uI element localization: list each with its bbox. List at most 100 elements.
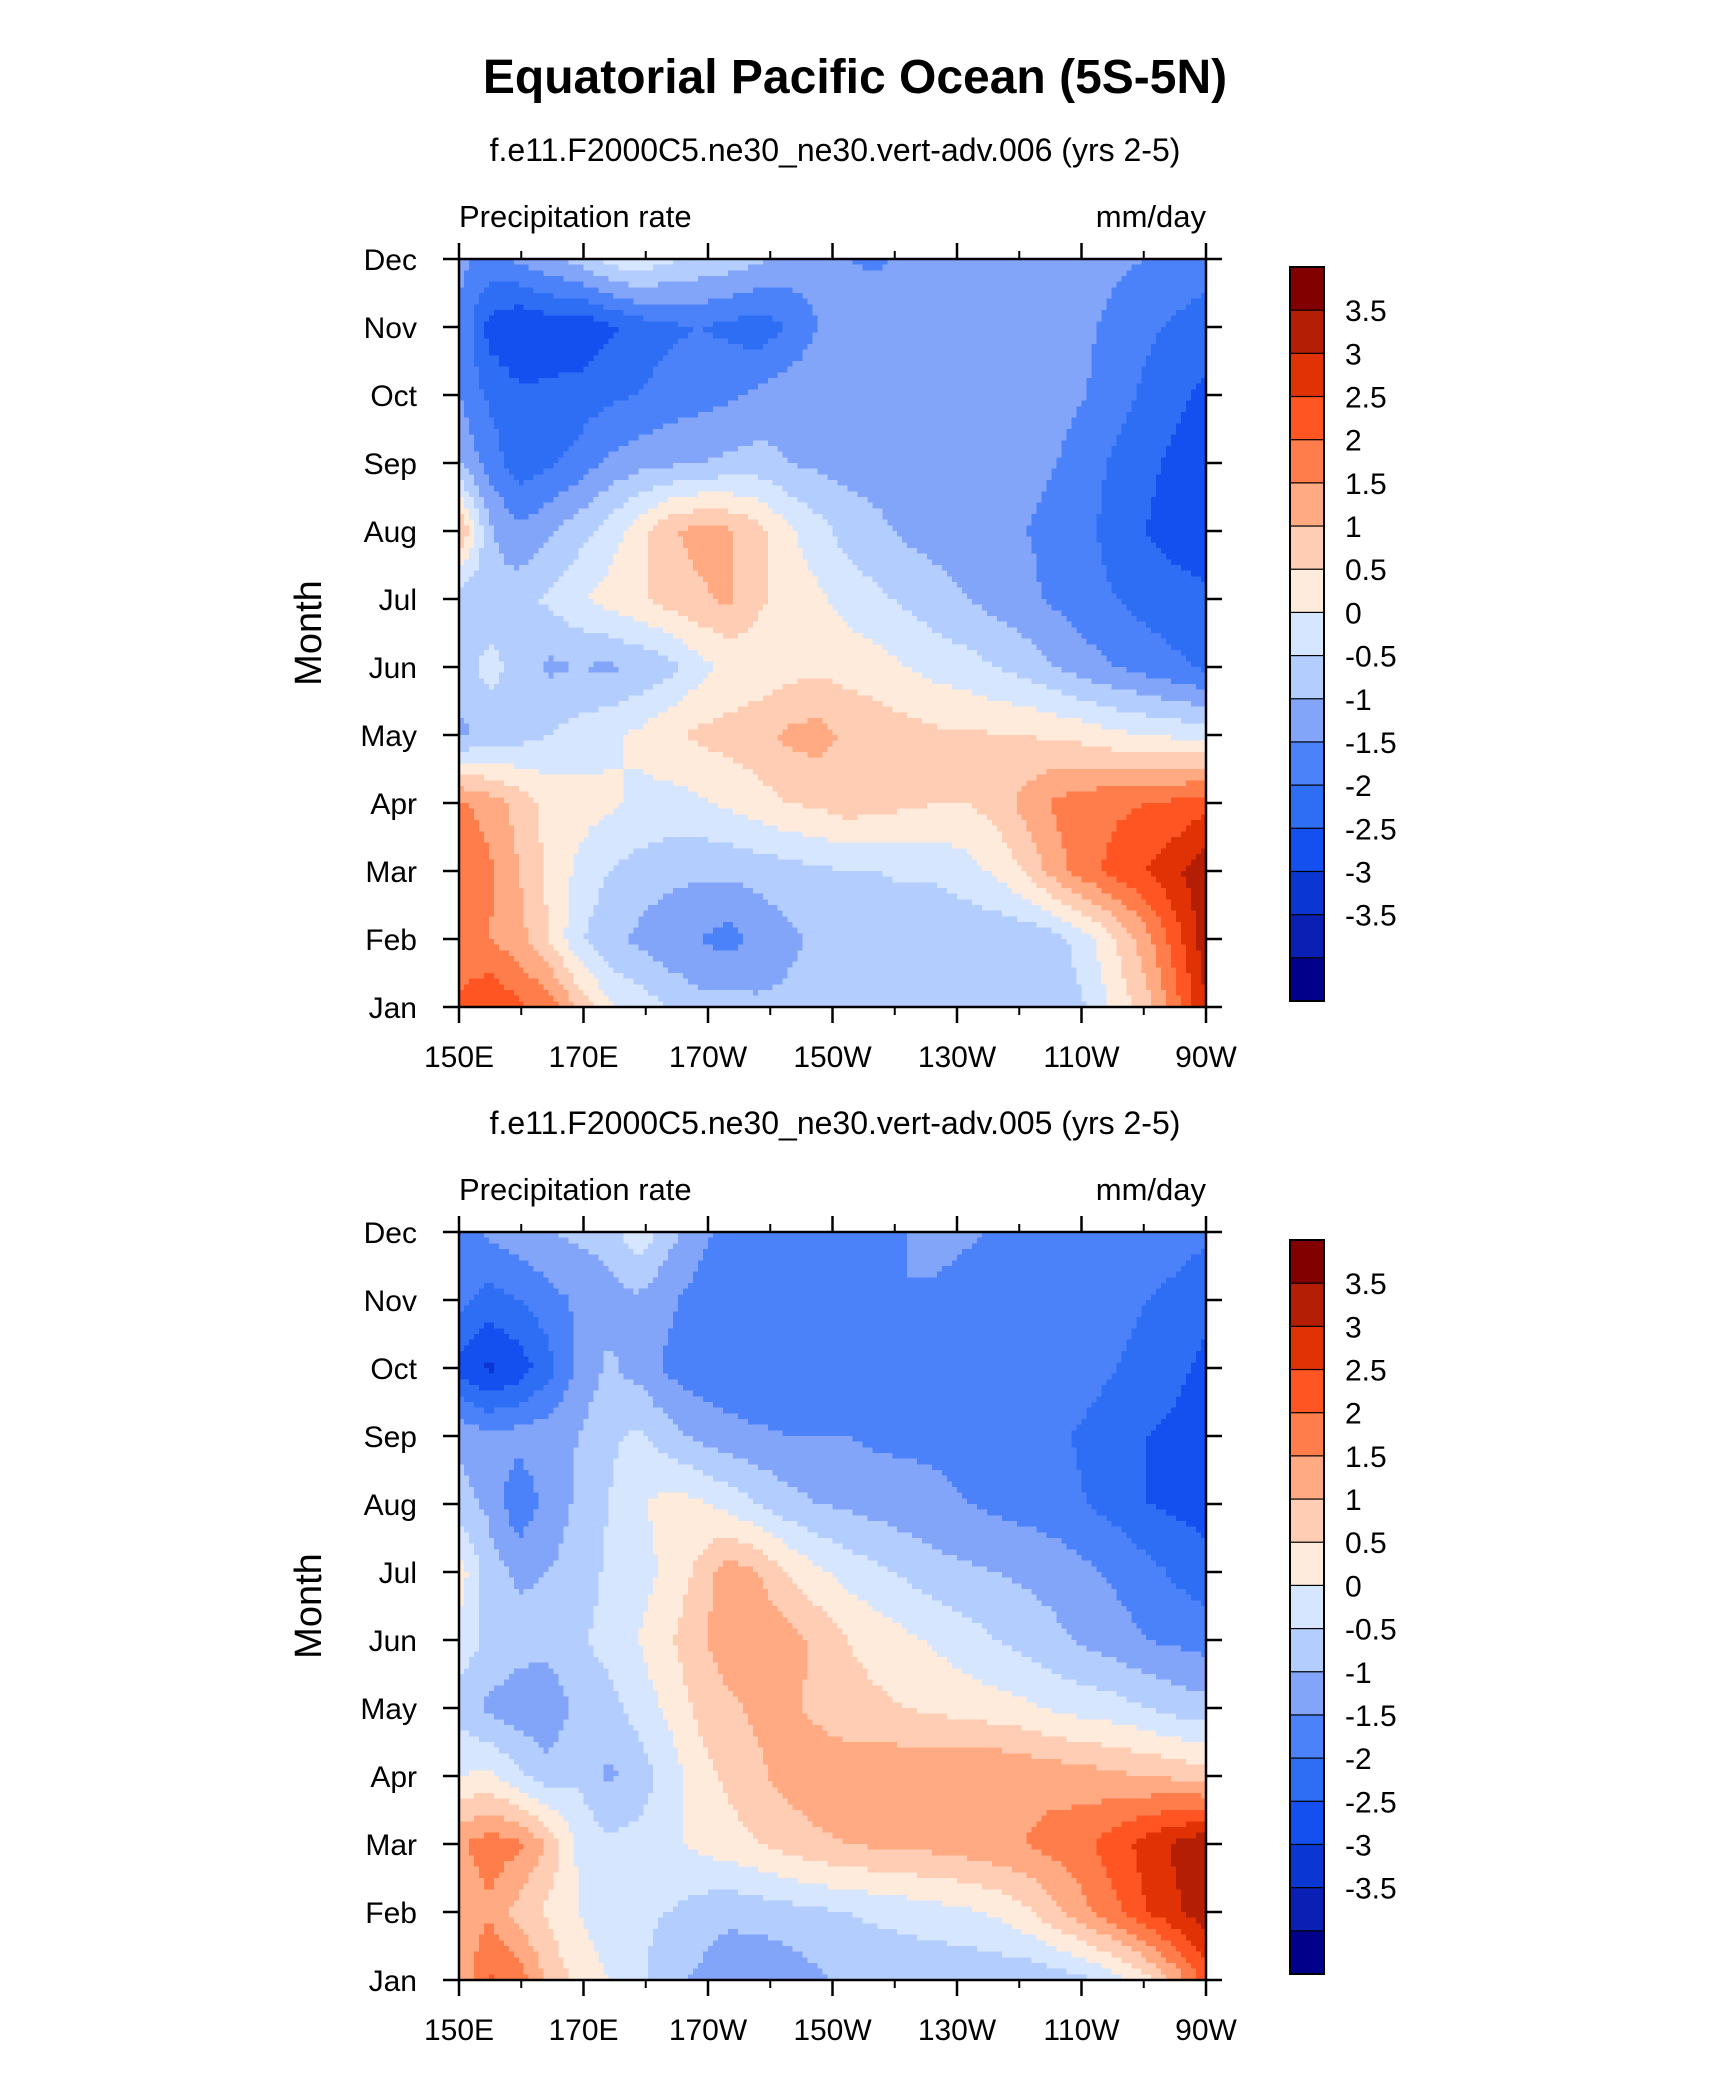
heat-cell <box>952 316 958 322</box>
heat-cell <box>648 372 654 378</box>
heat-cell <box>1052 338 1058 344</box>
heat-cell <box>1082 321 1088 327</box>
heat-cell <box>1002 333 1008 339</box>
heat-cell <box>768 418 774 424</box>
heat-cell <box>574 446 580 452</box>
heat-cell <box>653 350 659 356</box>
heat-cell <box>743 327 749 333</box>
heat-cell <box>852 338 858 344</box>
heat-cell <box>887 327 893 333</box>
heat-cell <box>823 389 829 395</box>
heat-cell <box>693 361 699 367</box>
heat-cell <box>912 316 918 322</box>
heat-cell <box>922 418 928 424</box>
heat-cell <box>753 440 759 446</box>
heat-cell <box>1196 423 1202 429</box>
heat-cell <box>638 429 644 435</box>
heat-cell <box>962 367 968 373</box>
heat-cell <box>638 270 644 276</box>
heat-cell <box>758 406 764 412</box>
heat-cell <box>977 423 983 429</box>
heat-cell <box>1007 440 1013 446</box>
heat-cell <box>688 367 694 373</box>
heat-cell <box>559 401 565 407</box>
heat-cell <box>569 361 575 367</box>
heat-cell <box>1007 265 1013 271</box>
heat-cell <box>638 327 644 333</box>
heat-cell <box>584 310 590 316</box>
heat-cell <box>1096 361 1102 367</box>
heat-cell <box>833 367 839 373</box>
heat-cell <box>1047 435 1053 441</box>
heat-cell <box>499 355 505 361</box>
heat-cell <box>499 265 505 271</box>
heat-cell <box>743 304 749 310</box>
heat-cell <box>534 412 540 418</box>
heat-cell <box>1047 406 1053 412</box>
heat-cell <box>683 423 689 429</box>
heat-cell <box>1052 361 1058 367</box>
heat-cell <box>1091 344 1097 350</box>
heat-cell <box>593 395 599 401</box>
heat-cell <box>1101 316 1107 322</box>
heat-cell <box>957 299 963 305</box>
heat-cell <box>1101 304 1107 310</box>
heat-cell <box>1191 287 1197 293</box>
heat-cell <box>1067 418 1073 424</box>
heat-cell <box>803 435 809 441</box>
heat-cell <box>1131 435 1137 441</box>
heat-cell <box>524 310 530 316</box>
heat-cell <box>593 265 599 271</box>
heat-cell <box>698 338 704 344</box>
heat-cell <box>713 270 719 276</box>
heat-cell <box>922 384 928 390</box>
heat-cell <box>469 395 475 401</box>
heat-cell <box>1032 321 1038 327</box>
heat-cell <box>479 310 485 316</box>
heat-cell <box>539 384 545 390</box>
heat-cell <box>569 293 575 299</box>
heat-cell <box>1111 310 1117 316</box>
heat-cell <box>613 321 619 327</box>
heat-cell <box>813 429 819 435</box>
heat-cell <box>1126 321 1132 327</box>
heat-cell <box>798 401 804 407</box>
heat-cell <box>1082 435 1088 441</box>
heat-cell <box>643 429 649 435</box>
heat-cell <box>847 378 853 384</box>
heat-cell <box>1012 401 1018 407</box>
heat-cell <box>1156 372 1162 378</box>
heat-cell <box>907 435 913 441</box>
heat-cell <box>828 304 834 310</box>
heat-cell <box>1101 372 1107 378</box>
heat-cell <box>1166 412 1172 418</box>
heat-cell <box>464 361 470 367</box>
heat-cell <box>1171 265 1177 271</box>
heat-cell <box>1141 361 1147 367</box>
heat-cell <box>723 389 729 395</box>
heat-cell <box>559 395 565 401</box>
heat-cell <box>852 310 858 316</box>
heat-cell <box>569 401 575 407</box>
heat-cell <box>1062 287 1068 293</box>
heat-cell <box>1077 327 1083 333</box>
heat-cell <box>1126 265 1132 271</box>
heat-cell <box>1166 270 1172 276</box>
heat-cell <box>1181 418 1187 424</box>
heat-cell <box>559 338 565 344</box>
heat-cell <box>813 418 819 424</box>
heat-cell <box>1161 276 1167 282</box>
heat-cell <box>922 395 928 401</box>
heat-cell <box>997 355 1003 361</box>
heat-cell <box>728 395 734 401</box>
heat-cell <box>837 389 843 395</box>
heat-cell <box>588 446 594 452</box>
heat-cell <box>529 446 535 452</box>
heat-cell <box>1161 338 1167 344</box>
heat-cell <box>564 429 570 435</box>
heat-cell <box>783 327 789 333</box>
heat-cell <box>818 333 824 339</box>
heat-cell <box>723 344 729 350</box>
heat-cell <box>708 344 714 350</box>
heat-cell <box>564 310 570 316</box>
